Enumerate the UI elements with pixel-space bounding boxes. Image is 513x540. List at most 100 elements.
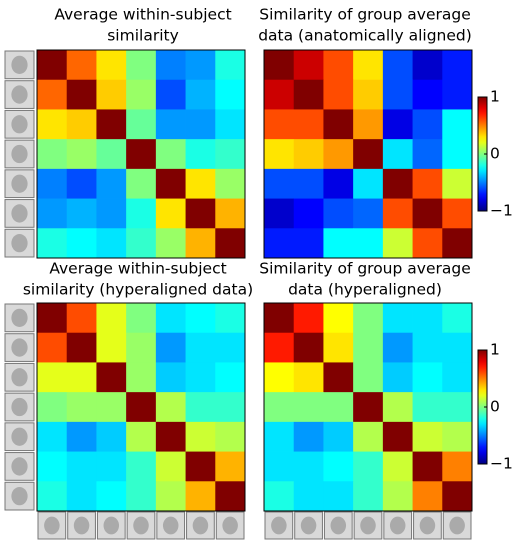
- heatmap-cell: [155, 303, 186, 334]
- heatmap-cell: [293, 109, 324, 140]
- heatmap-cell: [264, 139, 295, 170]
- heatmap-cell: [215, 168, 246, 199]
- heatmap-cell: [185, 139, 216, 170]
- heatmap-cell: [293, 421, 324, 452]
- heatmap-cell: [185, 79, 216, 110]
- chart-title: Similarity of group average: [259, 260, 470, 278]
- heatmap-cell: [155, 332, 186, 363]
- heatmap-cell: [353, 392, 384, 423]
- stimulus-icon: [186, 511, 215, 540]
- heatmap-cell: [323, 362, 354, 393]
- heatmap-cell: [126, 228, 157, 259]
- heatmap-cell: [412, 168, 443, 199]
- heatmap-cell: [442, 392, 473, 423]
- heatmap-cell: [155, 392, 186, 423]
- heatmap-cell: [155, 168, 186, 199]
- heatmap-cell: [37, 198, 68, 229]
- heatmap-cell: [382, 481, 413, 512]
- heatmap-cell: [215, 228, 246, 259]
- stimulus-icon-shape: [271, 516, 287, 535]
- heatmap-cell: [382, 228, 413, 259]
- heatmap-cell: [382, 392, 413, 423]
- heatmap-cell: [215, 481, 246, 512]
- heatmap-cell: [215, 50, 246, 81]
- heatmap-cell: [37, 451, 68, 482]
- heatmap-cell: [126, 392, 157, 423]
- heatmap-cell: [323, 392, 354, 423]
- heatmap-cell: [96, 451, 127, 482]
- heatmap-cell: [37, 332, 68, 363]
- heatmap-cell: [215, 303, 246, 334]
- heatmap-cell: [353, 362, 384, 393]
- stimulus-icon-shape: [11, 55, 28, 75]
- heatmap-cell: [215, 451, 246, 482]
- heatmap-cell: [66, 168, 97, 199]
- heatmap-cell: [382, 168, 413, 199]
- heatmap-cell: [353, 139, 384, 170]
- heatmap-cell: [323, 79, 354, 110]
- heatmap-cell: [412, 50, 443, 81]
- heatmap-cell: [293, 451, 324, 482]
- colorbar-tick-label: 0: [490, 398, 500, 416]
- heatmap-cell: [155, 79, 186, 110]
- stimulus-icon-shape: [11, 115, 28, 134]
- plot-frame: [263, 49, 473, 259]
- heatmap-cell: [442, 168, 473, 199]
- heatmap-cell: [264, 362, 295, 393]
- heatmap-cell: [412, 481, 443, 512]
- heatmap-cell: [66, 303, 97, 334]
- heatmap-cell: [126, 332, 157, 363]
- heatmap-cell: [442, 303, 473, 334]
- heatmap-cell: [264, 198, 295, 229]
- heatmap-cell: [442, 228, 473, 259]
- heatmap-cell: [293, 228, 324, 259]
- heatmap-cell: [96, 50, 127, 81]
- stimulus-icon-shape: [11, 486, 28, 506]
- heatmap-cell: [382, 362, 413, 393]
- chart-title: data (hyperaligned): [288, 281, 442, 299]
- heatmap-cell: [264, 228, 295, 259]
- heatmap-cell: [293, 168, 324, 199]
- heatmap-cell: [293, 303, 324, 334]
- heatmap-cell: [96, 109, 127, 140]
- heatmap-cell: [155, 451, 186, 482]
- heatmap-cell: [37, 168, 68, 199]
- heatmap-cell: [126, 198, 157, 229]
- heatmap-cell: [353, 421, 384, 452]
- heatmap-cell: [412, 198, 443, 229]
- chart-title: similarity: [107, 27, 179, 45]
- heatmap-cell: [155, 198, 186, 229]
- heatmap-cell: [382, 421, 413, 452]
- heatmap-cell: [293, 198, 324, 229]
- heatmap-cell: [96, 79, 127, 110]
- heatmap-cell: [66, 451, 97, 482]
- heatmap-cell: [126, 421, 157, 452]
- heatmap-cell: [442, 332, 473, 363]
- heatmap-cell: [215, 139, 246, 170]
- stimulus-icon-shape: [162, 516, 179, 535]
- chart-title: Similarity of group average: [259, 6, 470, 24]
- heatmap-cell: [185, 332, 216, 363]
- heatmap-cell: [382, 79, 413, 110]
- heatmap-cell: [353, 481, 384, 512]
- heatmap-cell: [264, 79, 295, 110]
- stimulus-icon-shape: [11, 204, 28, 223]
- stimulus-icon: [323, 511, 353, 540]
- heatmap-cell: [66, 109, 97, 140]
- heatmap-cell: [96, 168, 127, 199]
- stimulus-icon-shape: [449, 516, 465, 535]
- colorbar-tick-label: −1: [490, 455, 513, 473]
- heatmap-cell: [442, 451, 473, 482]
- heatmap-cell: [323, 481, 354, 512]
- stimulus-icon-shape: [11, 144, 28, 164]
- heatmap-cell: [155, 228, 186, 259]
- heatmap-cell: [353, 79, 384, 110]
- heatmap-cell: [126, 109, 157, 140]
- heatmap-cell: [96, 481, 127, 512]
- heatmap-cell: [155, 421, 186, 452]
- heatmap-cell: [155, 50, 186, 81]
- colorbar-tick-label: 0: [490, 145, 500, 163]
- heatmap-cell: [37, 362, 68, 393]
- heatmap-cell: [37, 109, 68, 140]
